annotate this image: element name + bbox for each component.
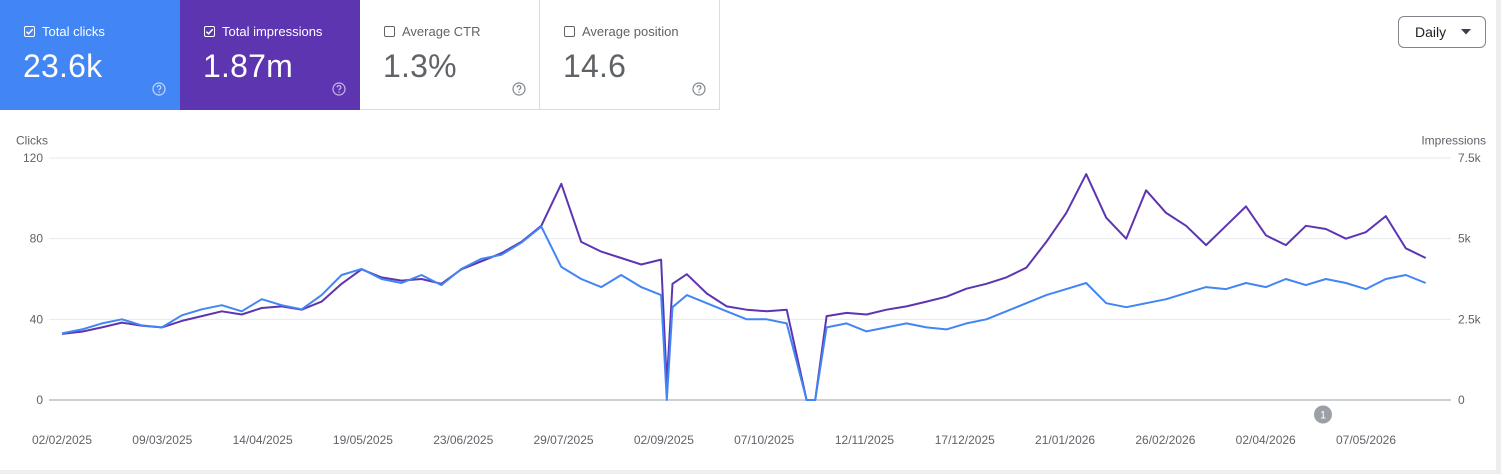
left-axis-ticks: 120 80 40 0 bbox=[23, 151, 43, 407]
left-tick-label: 0 bbox=[36, 393, 43, 407]
metric-value: 1.87m bbox=[203, 48, 293, 84]
metric-value: 1.3% bbox=[383, 48, 457, 84]
left-tick-label: 40 bbox=[30, 312, 44, 326]
metric-value: 14.6 bbox=[563, 48, 627, 84]
x-tick-label: 07/05/2026 bbox=[1336, 433, 1396, 447]
x-tick-label: 17/12/2025 bbox=[935, 433, 995, 447]
right-axis-ticks: 7.5k 5k 2.5k 0 bbox=[1458, 151, 1482, 407]
checkbox-icon[interactable] bbox=[564, 26, 575, 37]
gridlines bbox=[49, 157, 1451, 401]
checkbox-icon[interactable] bbox=[24, 26, 35, 37]
left-tick-label: 80 bbox=[30, 232, 44, 246]
annotation-marker-circle[interactable] bbox=[1314, 405, 1332, 424]
x-tick-label: 14/04/2025 bbox=[233, 433, 293, 447]
x-tick-label: 02/09/2025 bbox=[634, 433, 694, 447]
metric-label: Total clicks bbox=[42, 24, 105, 39]
metric-cards: Total clicks 23.6k Total impressions 1.8… bbox=[0, 0, 720, 110]
series-line-total-impressions bbox=[61, 173, 1427, 401]
metric-card-average-ctr[interactable]: Average CTR 1.3% bbox=[360, 0, 540, 110]
metric-card-total-clicks[interactable]: Total clicks 23.6k bbox=[0, 0, 180, 110]
x-axis-ticks: 02/02/2025 09/03/2025 14/04/2025 19/05/2025… bbox=[32, 433, 1396, 447]
metric-header: Average position bbox=[564, 24, 679, 39]
metric-header: Average CTR bbox=[384, 24, 481, 39]
x-tick-label: 21/01/2026 bbox=[1035, 433, 1095, 447]
metric-label: Average position bbox=[582, 24, 679, 39]
x-tick-label: 19/05/2025 bbox=[333, 433, 393, 447]
right-border bbox=[1496, 0, 1501, 474]
x-tick-label: 29/07/2025 bbox=[534, 433, 594, 447]
x-tick-label: 23/06/2025 bbox=[433, 433, 493, 447]
right-tick-label: 5k bbox=[1458, 232, 1472, 246]
annotation-marker[interactable]: 1 bbox=[1314, 405, 1332, 424]
dropdown-arrow-icon bbox=[1461, 29, 1471, 35]
metric-header: Total impressions bbox=[204, 24, 322, 39]
period-dropdown[interactable]: Daily bbox=[1398, 16, 1486, 48]
left-axis-title: Clicks bbox=[16, 134, 48, 148]
left-tick-label: 120 bbox=[23, 151, 43, 165]
bottom-border bbox=[0, 470, 1501, 474]
metric-header: Total clicks bbox=[24, 24, 105, 39]
question-circle-icon[interactable] bbox=[332, 82, 346, 96]
series-lines bbox=[61, 173, 1427, 401]
question-circle-icon[interactable] bbox=[692, 82, 706, 96]
annotation-marker-label: 1 bbox=[1320, 410, 1326, 422]
x-tick-label: 26/02/2026 bbox=[1135, 433, 1195, 447]
metric-card-total-impressions[interactable]: Total impressions 1.87m bbox=[180, 0, 360, 110]
metric-label: Total impressions bbox=[222, 24, 323, 39]
question-circle-icon[interactable] bbox=[512, 82, 526, 96]
metric-value: 23.6k bbox=[23, 48, 103, 84]
x-tick-label: 07/10/2025 bbox=[734, 433, 794, 447]
metric-label: Average CTR bbox=[402, 24, 481, 39]
checkbox-icon[interactable] bbox=[204, 26, 215, 37]
period-dropdown-label: Daily bbox=[1415, 24, 1447, 40]
x-tick-label: 02/02/2025 bbox=[32, 433, 92, 447]
right-axis-title: Impressions bbox=[1421, 134, 1486, 148]
x-tick-label: 09/03/2025 bbox=[132, 433, 192, 447]
x-tick-label: 02/04/2026 bbox=[1236, 433, 1296, 447]
question-circle-icon[interactable] bbox=[152, 82, 166, 96]
right-tick-label: 0 bbox=[1458, 393, 1465, 407]
series-line-total-clicks bbox=[61, 225, 1427, 401]
x-tick-label: 12/11/2025 bbox=[835, 433, 894, 447]
metric-card-average-position[interactable]: Average position 14.6 bbox=[540, 0, 720, 110]
right-tick-label: 2.5k bbox=[1458, 312, 1482, 326]
right-tick-label: 7.5k bbox=[1458, 151, 1482, 165]
checkbox-icon[interactable] bbox=[384, 26, 395, 37]
